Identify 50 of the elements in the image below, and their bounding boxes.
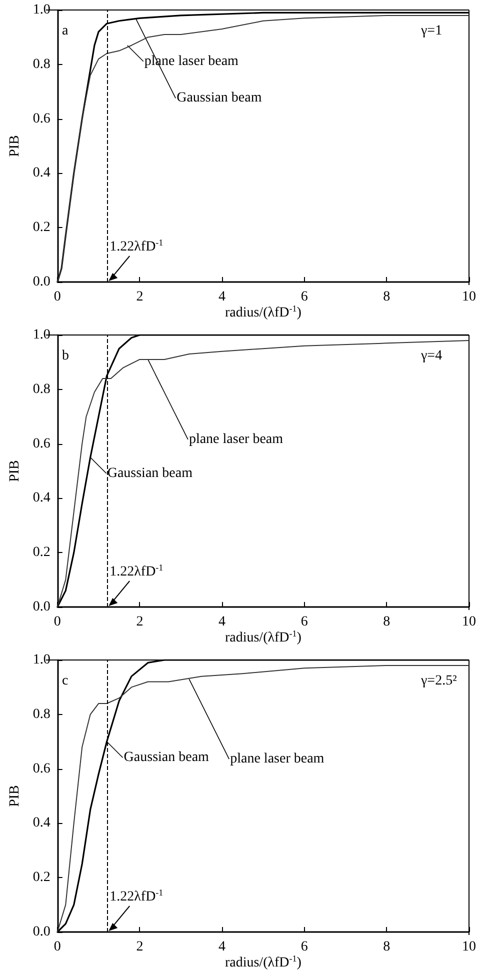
y-tick-label: 0.2 [32,220,50,236]
y-tick-label: 0.6 [32,436,50,452]
x-tick-label: 4 [218,290,226,304]
y-tick-label: 0.8 [32,56,50,72]
y-tick-label: 1.0 [32,2,50,18]
x-tick-label: 8 [383,940,390,954]
x-tick-label: 6 [300,614,308,630]
annotation: plane laser beam [188,432,284,447]
x-tick-label: 0 [54,290,61,304]
y-axis-title: PIB [8,785,22,807]
y-tick-label: 1.0 [32,652,50,668]
y-tick-label: 0.8 [32,706,50,722]
y-axis-title: PIB [8,460,22,482]
annotation: Gaussian beam [124,750,210,766]
annotation: γ=2.5² [420,674,457,688]
x-tick-label: 2 [136,290,144,304]
y-axis-title: PIB [8,135,22,157]
x-tick-label: 10 [462,614,476,630]
y-tick-label: 0.2 [32,870,50,886]
x-tick-label: 0 [54,940,61,954]
x-tick-label: 8 [383,614,390,630]
y-tick-label: 0.0 [32,924,50,940]
x-tick-label: 10 [462,940,476,954]
y-tick-label: 0.6 [32,111,50,126]
annotation: b [62,348,69,364]
x-tick-label: 2 [136,614,144,630]
x-tick-label: 8 [383,290,390,304]
x-tick-label: 6 [300,290,308,304]
y-tick-label: 0.2 [32,545,50,560]
annotation: γ=4 [420,348,442,364]
y-tick-label: 0.6 [32,761,50,776]
annotation: Gaussian beam [107,466,193,481]
y-tick-label: 0.4 [32,166,50,181]
y-tick-label: 0.0 [32,274,50,290]
x-tick-label: 6 [300,940,308,954]
y-tick-label: 1.0 [32,328,50,342]
x-tick-label: 0 [54,614,61,630]
annotation: plane laser beam [230,752,324,767]
y-tick-label: 0.4 [32,816,50,831]
x-tick-label: 10 [462,290,476,304]
x-tick-label: 2 [136,940,144,954]
annotation: Gaussian beam [176,90,262,106]
annotation: a [62,24,69,38]
y-tick-label: 0.4 [32,490,50,506]
annotation: c [62,674,68,688]
y-tick-label: 0.8 [32,382,50,397]
annotation: γ=1 [420,24,442,38]
x-tick-label: 4 [218,614,226,630]
x-tick-label: 4 [218,940,226,954]
y-tick-label: 0.0 [32,600,50,614]
